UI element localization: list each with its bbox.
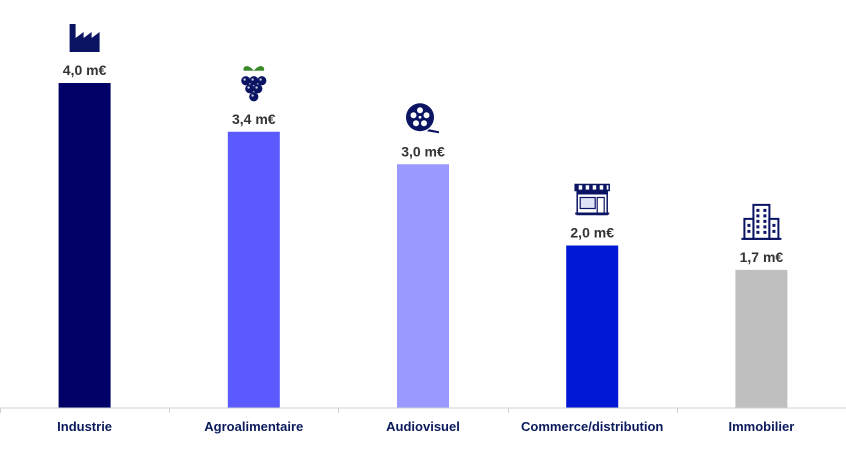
data-label: 4,0 m€ — [63, 62, 107, 78]
category-label: Industrie — [57, 419, 112, 434]
data-label: 1,7 m€ — [740, 249, 784, 265]
bar-commerce-distribution — [566, 245, 619, 408]
data-label: 2,0 m€ — [570, 225, 614, 241]
bar-agroalimentaire — [227, 131, 280, 408]
bar-immobilier — [735, 269, 788, 408]
category-label: Agroalimentaire — [204, 419, 303, 434]
category-label: Immobilier — [729, 419, 795, 434]
data-label: 3,0 m€ — [401, 143, 445, 159]
category-label: Audiovisuel — [386, 419, 460, 434]
storefront-icon — [574, 183, 610, 216]
office-building-icon — [741, 203, 782, 240]
data-label: 3,4 m€ — [232, 111, 276, 127]
factory-icon — [69, 24, 100, 52]
bar-industrie — [58, 83, 111, 408]
bar-audiovisuel — [397, 164, 449, 408]
film-reel-icon — [406, 103, 439, 134]
x-axis — [0, 407, 846, 413]
category-label: Commerce/distribution — [521, 419, 663, 434]
grapes-icon — [241, 66, 267, 102]
